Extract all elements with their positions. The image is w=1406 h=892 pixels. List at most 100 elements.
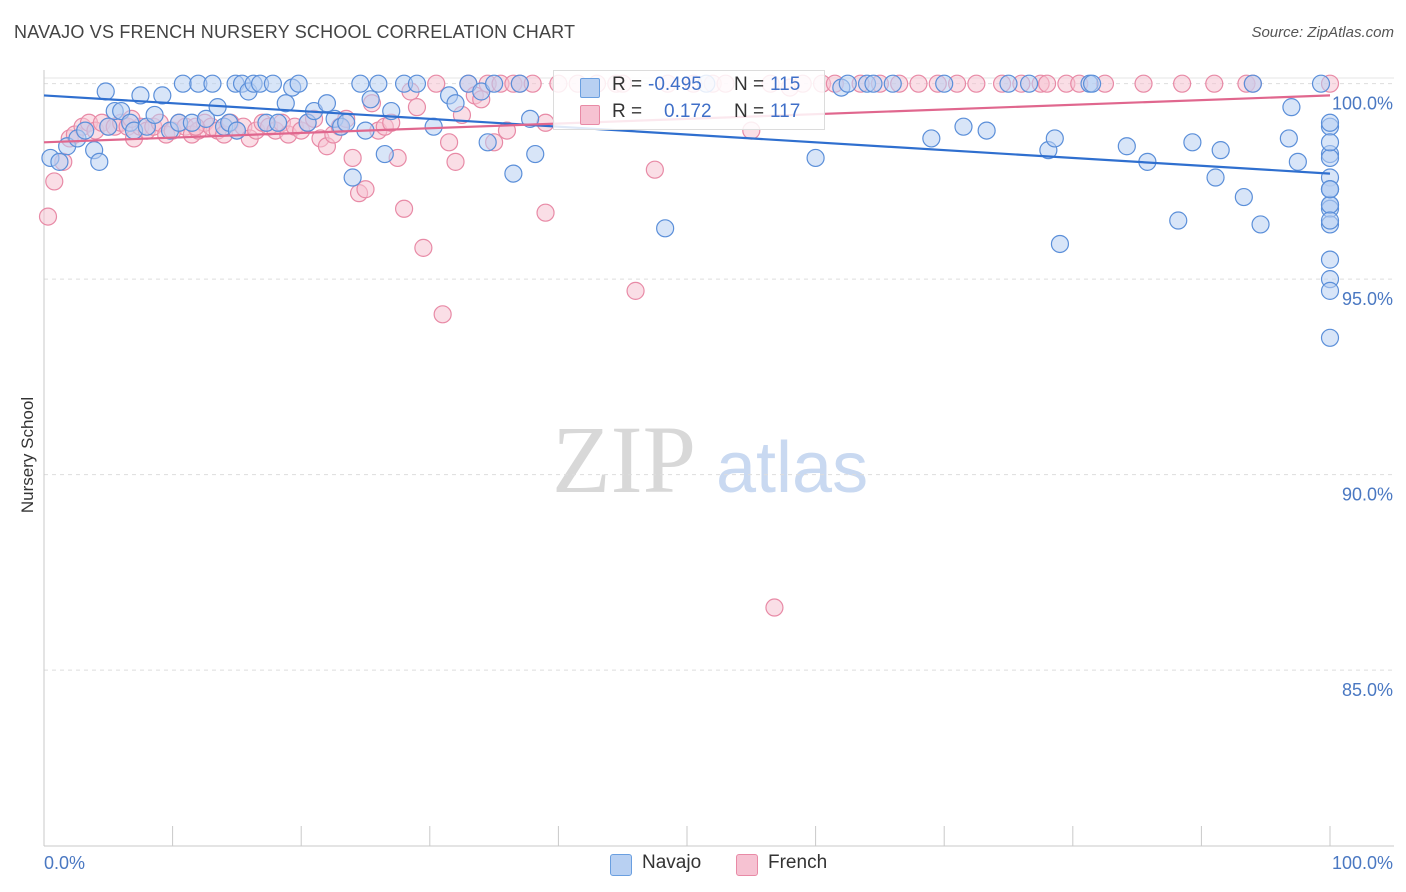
navajo-point bbox=[1320, 211, 1340, 230]
navajo-point bbox=[1320, 180, 1340, 199]
navajo-point bbox=[153, 86, 172, 105]
stats-legend: R = -0.495 N = 115 R = 0.172 N = 117 bbox=[553, 70, 825, 130]
navajo-point bbox=[1206, 168, 1225, 187]
navajo-point bbox=[806, 148, 825, 168]
legend-swatch-french bbox=[580, 105, 600, 125]
navajo-point bbox=[203, 74, 222, 93]
legend-r-label: R = bbox=[612, 74, 643, 95]
french-point bbox=[427, 74, 446, 93]
navajo-point bbox=[369, 74, 388, 93]
legend-swatch-french bbox=[736, 854, 758, 876]
navajo-point bbox=[289, 74, 308, 93]
navajo-point bbox=[1279, 129, 1298, 148]
navajo-point bbox=[504, 164, 523, 183]
tick-labels: 100.0% 95.0% 90.0% 85.0% 0.0% 100.0% bbox=[44, 94, 1393, 873]
navajo-point bbox=[196, 109, 216, 128]
navajo-point bbox=[1320, 113, 1340, 132]
legend-r-value: -0.495 bbox=[648, 74, 702, 95]
navajo-point bbox=[1320, 148, 1340, 168]
y-tick-label: 95.0% bbox=[1342, 289, 1393, 309]
navajo-point bbox=[1320, 133, 1340, 152]
navajo-point bbox=[922, 129, 941, 148]
legend-n-value: 115 bbox=[770, 74, 801, 95]
navajo-point bbox=[337, 113, 356, 132]
navajo-point bbox=[375, 144, 394, 164]
navajo-point bbox=[883, 74, 902, 93]
navajo-point bbox=[173, 74, 192, 93]
navajo-point bbox=[351, 74, 370, 93]
navajo-point bbox=[1169, 211, 1188, 230]
navajo-point bbox=[838, 74, 857, 93]
french-point bbox=[1037, 74, 1057, 93]
navajo-point bbox=[361, 90, 380, 109]
axes bbox=[43, 70, 1394, 847]
french-point bbox=[45, 172, 64, 191]
navajo-point bbox=[96, 82, 115, 101]
navajo-point bbox=[1183, 133, 1202, 152]
navajo-point bbox=[1082, 74, 1102, 93]
y-tick-label: 85.0% bbox=[1342, 680, 1393, 700]
navajo-point bbox=[1211, 141, 1230, 160]
navajo-point bbox=[1311, 74, 1331, 93]
chart-title: NAVAJO VS FRENCH NURSERY SCHOOL CORRELAT… bbox=[14, 22, 576, 42]
legend-r-value: 0.172 bbox=[664, 101, 712, 122]
french-point bbox=[356, 180, 375, 199]
y-tick-label: 100.0% bbox=[1332, 94, 1393, 114]
watermark-atlas: atlas bbox=[716, 428, 868, 508]
french-point bbox=[38, 207, 58, 226]
navajo-point bbox=[90, 152, 109, 171]
navajo-point bbox=[977, 121, 996, 140]
navajo-point bbox=[935, 74, 954, 93]
legend-label-french: French bbox=[768, 852, 828, 873]
watermark-zip: ZIP bbox=[552, 406, 696, 513]
french-point bbox=[343, 148, 362, 168]
navajo-point bbox=[276, 94, 295, 113]
legend-n-label: N = bbox=[734, 101, 765, 122]
french-point bbox=[967, 74, 986, 93]
navajo-point bbox=[1320, 250, 1340, 269]
navajo-point bbox=[343, 168, 362, 187]
navajo-point bbox=[526, 144, 545, 164]
navajo-point bbox=[268, 113, 288, 132]
navajo-point bbox=[1320, 328, 1340, 347]
navajo-point bbox=[407, 74, 427, 93]
navajo-point bbox=[485, 74, 504, 93]
french-point bbox=[414, 238, 433, 257]
navajo-point bbox=[131, 86, 150, 105]
french-point bbox=[439, 133, 459, 152]
x-tick-label: 100.0% bbox=[1332, 853, 1393, 873]
navajo-point bbox=[446, 94, 465, 113]
grid-lines bbox=[44, 77, 1394, 671]
navajo-point bbox=[76, 121, 95, 140]
source-label: Source: ZipAtlas.com bbox=[1251, 24, 1394, 41]
navajo-point bbox=[1050, 234, 1070, 254]
legend-swatch-navajo bbox=[610, 854, 632, 876]
navajo-point bbox=[99, 117, 118, 136]
navajo-point bbox=[1243, 74, 1262, 93]
french-point bbox=[1173, 74, 1192, 93]
french-point bbox=[1205, 74, 1224, 93]
navajo-point bbox=[145, 105, 164, 125]
navajo-point bbox=[521, 109, 540, 128]
legend-label-navajo: Navajo bbox=[642, 852, 702, 873]
navajo-trend-line bbox=[43, 94, 1331, 175]
navajo-point bbox=[954, 117, 973, 136]
french-point bbox=[626, 281, 645, 300]
navajo-point bbox=[999, 74, 1018, 93]
french-point bbox=[909, 74, 928, 93]
legend-r-label: R = bbox=[612, 101, 643, 122]
navajo-point bbox=[1234, 187, 1253, 207]
navajo-point bbox=[864, 74, 883, 93]
navajo-point bbox=[478, 133, 497, 152]
navajo-point bbox=[510, 74, 529, 93]
french-point bbox=[407, 98, 427, 117]
navajo-point bbox=[656, 219, 675, 238]
legend-swatch-navajo bbox=[580, 78, 600, 98]
navajo-point bbox=[1320, 195, 1340, 214]
navajo-point bbox=[1282, 98, 1301, 117]
navajo-point bbox=[1117, 137, 1136, 156]
french-point bbox=[394, 199, 414, 218]
navajo-point bbox=[317, 94, 337, 113]
navajo-point bbox=[50, 152, 69, 171]
